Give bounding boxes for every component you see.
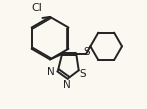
Text: N: N <box>63 80 71 90</box>
Text: S: S <box>79 69 86 79</box>
Text: Cl: Cl <box>32 3 42 13</box>
Text: N: N <box>47 67 55 77</box>
Text: S: S <box>83 47 90 57</box>
